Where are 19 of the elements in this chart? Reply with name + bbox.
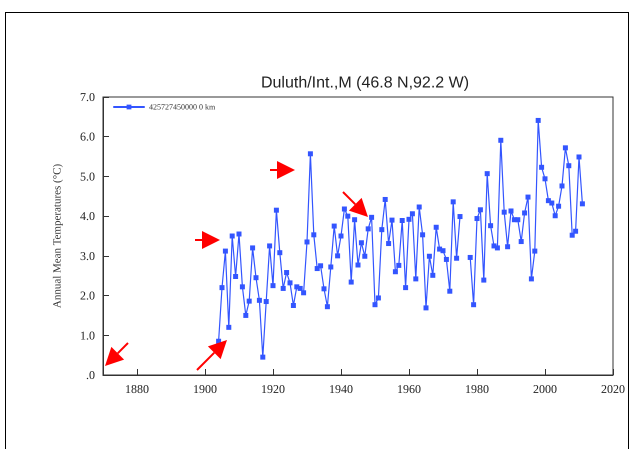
x-tick-label: 2020 [601, 382, 625, 396]
y-tick-label: 5.0 [80, 169, 95, 184]
x-tick-label: 2000 [533, 382, 557, 396]
x-tick-label: 1920 [261, 382, 285, 396]
x-tick-label: 1980 [465, 382, 489, 396]
legend-label: 425727450000 0 km [149, 102, 216, 112]
y-axis-title: Annual Mean Temperatures (°C) [52, 164, 64, 308]
x-tick-label: 1960 [397, 382, 421, 396]
y-tick-label: 7.0 [80, 90, 95, 104]
y-tick-label: 2.0 [80, 288, 95, 303]
y-tick-label: 4.0 [80, 209, 95, 224]
x-tick-label: 1900 [193, 382, 217, 396]
x-tick-label: 1940 [329, 382, 353, 396]
y-tick-label: 3.0 [80, 248, 95, 263]
chart-title: Duluth/Int.,M (46.8 N,92.2 W) [260, 74, 470, 92]
x-tick-label: 1880 [125, 382, 149, 396]
y-tick-label: .0 [86, 368, 95, 382]
y-tick-label: 6.0 [80, 130, 95, 144]
y-tick-label: 1.0 [80, 328, 95, 342]
